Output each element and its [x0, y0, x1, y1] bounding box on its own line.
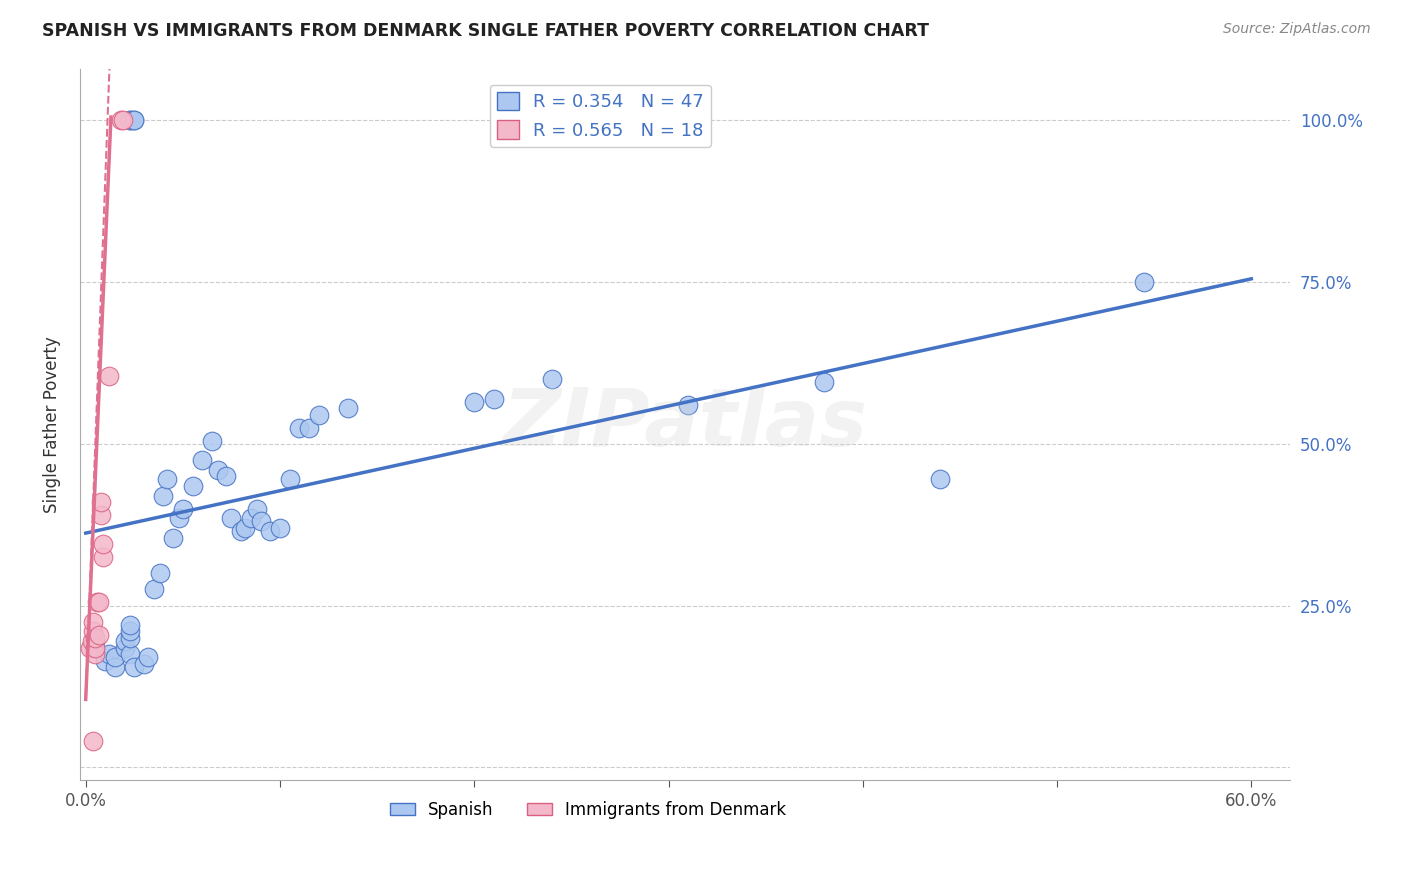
Point	[122, 113, 145, 128]
Point	[104, 650, 127, 665]
Text: SPANISH VS IMMIGRANTS FROM DENMARK SINGLE FATHER POVERTY CORRELATION CHART: SPANISH VS IMMIGRANTS FROM DENMARK SINGL…	[42, 22, 929, 40]
Point	[156, 472, 179, 486]
Point	[541, 372, 564, 386]
Point	[278, 472, 301, 486]
Point	[84, 640, 107, 655]
Y-axis label: Single Father Poverty: Single Father Poverty	[44, 336, 60, 513]
Point	[152, 489, 174, 503]
Point	[98, 647, 121, 661]
Point	[82, 624, 104, 639]
Point	[167, 511, 190, 525]
Point	[201, 434, 224, 448]
Point	[148, 566, 170, 581]
Point	[239, 511, 262, 525]
Point	[246, 501, 269, 516]
Point	[288, 420, 311, 434]
Point	[79, 640, 101, 655]
Point	[120, 618, 142, 632]
Point	[221, 511, 243, 525]
Point	[308, 408, 330, 422]
Point	[120, 631, 142, 645]
Point	[94, 654, 117, 668]
Point	[229, 524, 252, 538]
Point	[84, 647, 107, 661]
Point	[1298, 113, 1320, 128]
Point	[89, 628, 111, 642]
Point	[120, 647, 142, 661]
Point	[132, 657, 155, 671]
Point	[84, 631, 107, 645]
Text: ZIPatlas: ZIPatlas	[502, 385, 868, 464]
Point	[110, 113, 132, 128]
Point	[929, 472, 952, 486]
Point	[336, 401, 359, 416]
Point	[90, 495, 112, 509]
Point	[269, 521, 291, 535]
Point	[82, 734, 104, 748]
Point	[98, 368, 121, 383]
Point	[120, 624, 142, 639]
Legend: Spanish, Immigrants from Denmark: Spanish, Immigrants from Denmark	[384, 794, 793, 825]
Point	[120, 113, 142, 128]
Text: Source: ZipAtlas.com: Source: ZipAtlas.com	[1223, 22, 1371, 37]
Point	[82, 615, 104, 629]
Point	[104, 660, 127, 674]
Point	[122, 660, 145, 674]
Point	[111, 113, 134, 128]
Point	[676, 398, 699, 412]
Point	[172, 501, 194, 516]
Point	[91, 537, 114, 551]
Point	[181, 479, 204, 493]
Point	[191, 453, 214, 467]
Point	[84, 634, 107, 648]
Point	[89, 595, 111, 609]
Point	[207, 463, 229, 477]
Point	[1133, 275, 1156, 289]
Point	[84, 640, 107, 655]
Point	[463, 394, 485, 409]
Point	[86, 595, 108, 609]
Point	[120, 113, 142, 128]
Point	[114, 634, 136, 648]
Point	[249, 515, 271, 529]
Point	[482, 392, 505, 406]
Point	[114, 640, 136, 655]
Point	[91, 550, 114, 565]
Point	[90, 508, 112, 522]
Point	[80, 634, 103, 648]
Point	[298, 420, 321, 434]
Point	[214, 469, 236, 483]
Point	[136, 650, 159, 665]
Point	[233, 521, 256, 535]
Point	[259, 524, 281, 538]
Point	[813, 376, 835, 390]
Point	[162, 531, 184, 545]
Point	[142, 582, 165, 597]
Point	[122, 113, 145, 128]
